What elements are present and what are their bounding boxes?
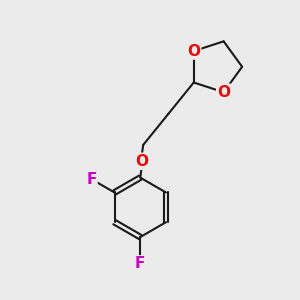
Text: O: O xyxy=(187,44,200,59)
Text: F: F xyxy=(135,256,146,271)
Text: O: O xyxy=(217,85,230,100)
Text: F: F xyxy=(86,172,97,187)
Text: O: O xyxy=(135,154,148,169)
